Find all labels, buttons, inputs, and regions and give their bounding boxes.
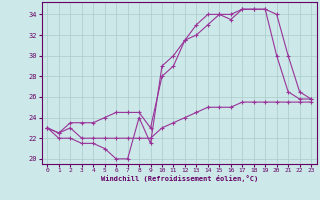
X-axis label: Windchill (Refroidissement éolien,°C): Windchill (Refroidissement éolien,°C) <box>100 175 258 182</box>
